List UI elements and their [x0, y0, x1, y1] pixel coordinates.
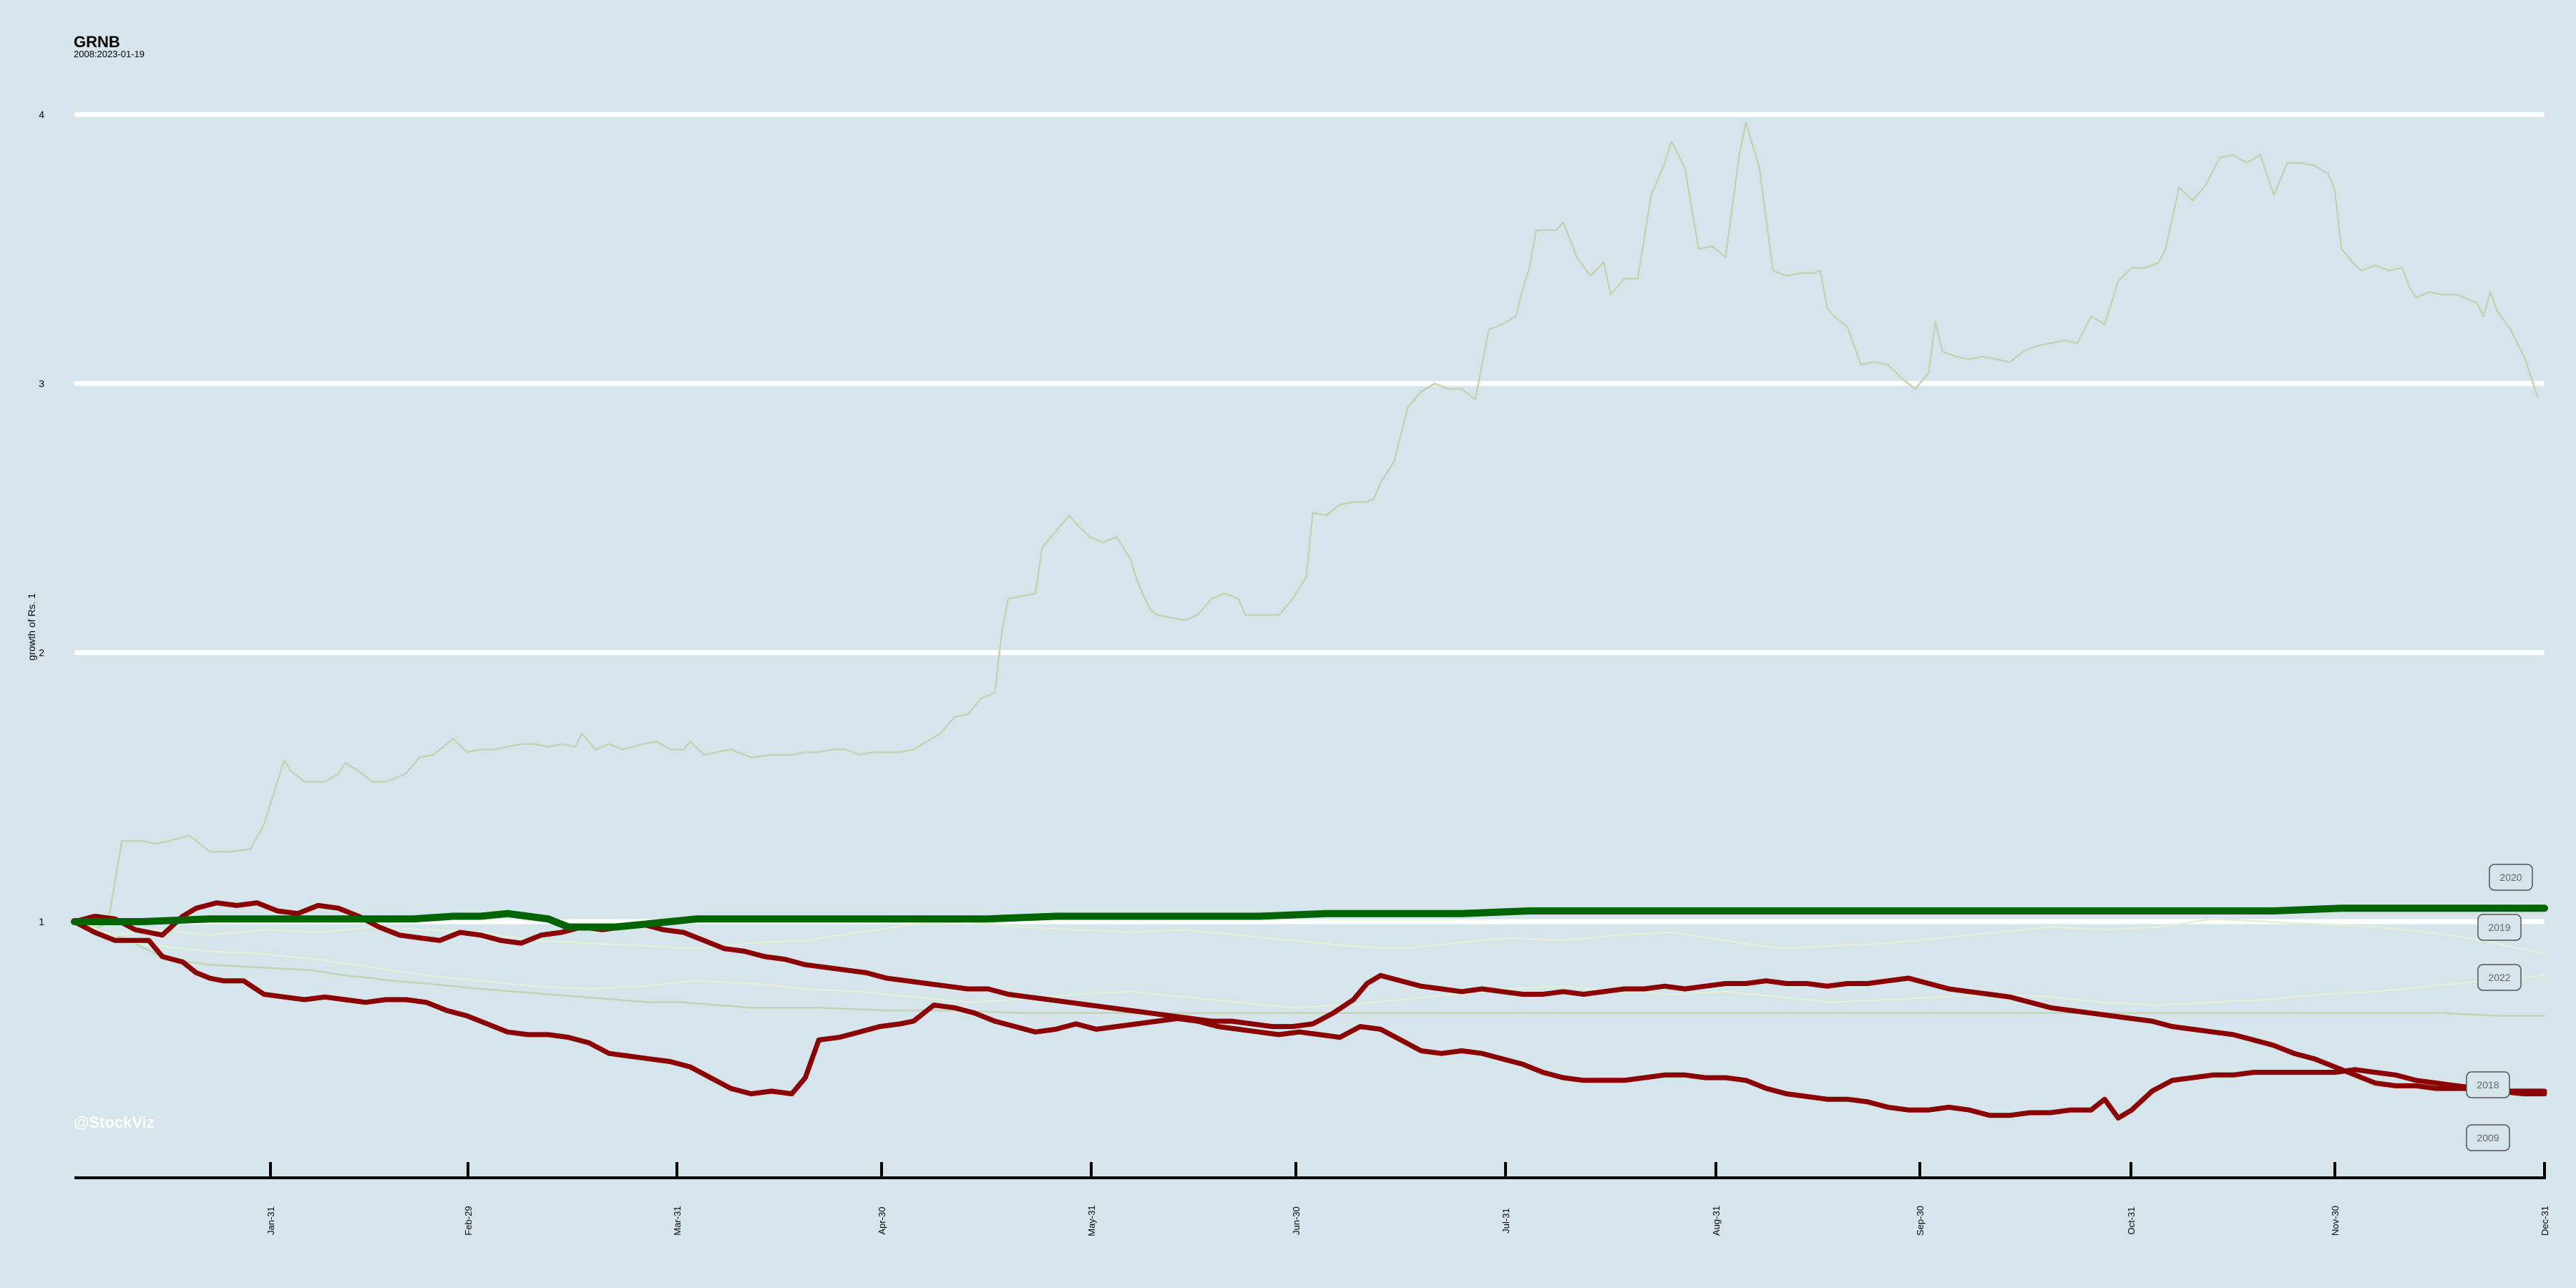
svg-text:2020: 2020: [2499, 872, 2522, 883]
y-tick-labels: 1 2 3 4: [39, 109, 44, 927]
end-label-2009: 2009: [2466, 1124, 2510, 1151]
x-tick-label: Jun-30: [1291, 1206, 1302, 1235]
y-axis-label: growth of Rs. 1: [26, 592, 37, 661]
watermark: @StockViz: [74, 1113, 155, 1131]
x-axis: Jan-31 Feb-29 Mar-31 Apr-30 May-31 Jun-30 Jul-…: [74, 1162, 2550, 1236]
x-tick-label: Nov-30: [2330, 1206, 2341, 1236]
x-tick-label: Jan-31: [265, 1206, 276, 1235]
x-tick-label: Oct-31: [2126, 1206, 2137, 1234]
x-tick-label: Aug-31: [1711, 1206, 1722, 1236]
series-end-labels: 2020 2019 2022 2018 2009: [2466, 864, 2533, 1151]
x-tick-label: Jul-31: [1501, 1208, 1511, 1233]
svg-text:2019: 2019: [2488, 922, 2510, 933]
x-tick-label: Dec-31: [2540, 1206, 2550, 1236]
x-tick-label: Sep-30: [1915, 1206, 1926, 1236]
chart-subtitle: 2008:2023-01-19: [74, 49, 145, 59]
svg-text:2022: 2022: [2488, 972, 2510, 983]
x-tick-label: May-31: [1086, 1205, 1097, 1236]
y-tick-label: 3: [39, 378, 44, 389]
series-layer: [71, 122, 2548, 1121]
series-line-2022: [73, 920, 2546, 1009]
svg-text:2018: 2018: [2477, 1079, 2499, 1091]
y-tick-label: 1: [39, 916, 44, 927]
series-line-2020: [71, 904, 2548, 931]
x-tick-label: Feb-29: [463, 1206, 474, 1235]
svg-text:2009: 2009: [2477, 1132, 2499, 1143]
x-tick-label: Apr-30: [877, 1206, 887, 1234]
series-line-2021: [73, 122, 2539, 931]
end-label-2022: 2022: [2477, 964, 2522, 991]
end-label-2019: 2019: [2477, 914, 2522, 941]
end-label-2018: 2018: [2466, 1071, 2510, 1098]
grid-layer: [74, 112, 2545, 924]
y-tick-label: 4: [39, 109, 44, 120]
series-line-2009: [72, 919, 2547, 1121]
series-line-2008: [73, 920, 2546, 1017]
chart-title: GRNB: [74, 33, 120, 51]
x-tick-label: Mar-31: [672, 1206, 683, 1235]
series-line-2018: [72, 900, 2547, 1094]
end-label-2020: 2020: [2489, 864, 2533, 891]
y-tick-label: 2: [39, 647, 44, 658]
